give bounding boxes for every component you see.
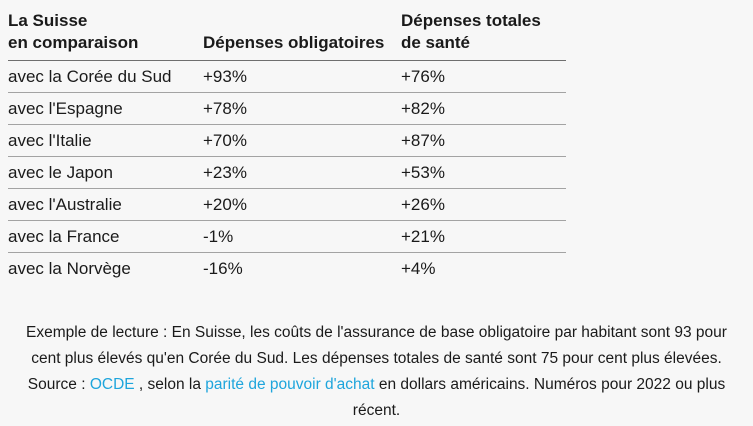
- purchasing-power-parity-link[interactable]: parité de pouvoir d'achat: [205, 376, 375, 393]
- table-footer: Exemple de lecture : En Suisse, les coût…: [0, 320, 753, 424]
- table-row: avec le Japon +23% +53%: [8, 157, 566, 189]
- table-body: avec la Corée du Sud +93% +76% avec l'Es…: [8, 61, 566, 284]
- mandatory-spending-cell: -16%: [203, 258, 243, 278]
- ocde-link[interactable]: OCDE: [89, 376, 135, 393]
- table-row: avec l'Espagne +78% +82%: [8, 93, 566, 125]
- country-cell: avec le Japon: [8, 162, 113, 182]
- column-header-total-spending-line1: Dépenses totales: [401, 11, 541, 30]
- mandatory-spending-cell: +20%: [203, 194, 247, 214]
- table-row: avec la Norvège -16% +4%: [8, 253, 566, 284]
- mandatory-spending-cell: +78%: [203, 98, 247, 118]
- total-spending-cell: +87%: [401, 130, 445, 150]
- table-row: avec l'Italie +70% +87%: [8, 125, 566, 157]
- source-suffix: en dollars américains. Numéros pour 2022…: [352, 376, 726, 419]
- source-prefix: Source :: [27, 376, 90, 393]
- mandatory-spending-cell: +23%: [203, 162, 247, 182]
- source-note: Source : OCDE , selon la parité de pouvo…: [10, 372, 743, 424]
- country-cell: avec l'Australie: [8, 194, 122, 214]
- table-header-row: La Suisse en comparaison Dépenses obliga…: [8, 10, 566, 61]
- table-row: avec l'Australie +20% +26%: [8, 189, 566, 221]
- table-row: avec la France -1% +21%: [8, 221, 566, 253]
- column-header-mandatory-spending: Dépenses obligatoires: [203, 33, 385, 52]
- column-header-country: La Suisse en comparaison: [8, 10, 203, 54]
- column-header-total-spending-line2: de santé: [401, 33, 470, 52]
- source-mid: , selon la: [134, 376, 206, 393]
- total-spending-cell: +53%: [401, 162, 445, 182]
- country-cell: avec l'Italie: [8, 130, 92, 150]
- column-header-country-line1: La Suisse: [8, 11, 88, 30]
- total-spending-cell: +21%: [401, 226, 445, 246]
- mandatory-spending-cell: +70%: [203, 130, 247, 150]
- mandatory-spending-cell: +93%: [203, 66, 247, 86]
- mandatory-spending-cell: -1%: [203, 226, 234, 246]
- total-spending-cell: +4%: [401, 258, 436, 278]
- column-header-total-spending: Dépenses totales de santé: [401, 10, 566, 54]
- reading-example-note: Exemple de lecture : En Suisse, les coût…: [26, 324, 727, 367]
- total-spending-cell: +82%: [401, 98, 445, 118]
- total-spending-cell: +26%: [401, 194, 445, 214]
- table-row: avec la Corée du Sud +93% +76%: [8, 61, 566, 93]
- country-cell: avec la Corée du Sud: [8, 66, 172, 86]
- health-spending-table: La Suisse en comparaison Dépenses obliga…: [8, 10, 566, 284]
- total-spending-cell: +76%: [401, 66, 445, 86]
- country-cell: avec l'Espagne: [8, 98, 123, 118]
- country-cell: avec la Norvège: [8, 258, 131, 278]
- column-header-country-line2: en comparaison: [8, 33, 139, 52]
- country-cell: avec la France: [8, 226, 120, 246]
